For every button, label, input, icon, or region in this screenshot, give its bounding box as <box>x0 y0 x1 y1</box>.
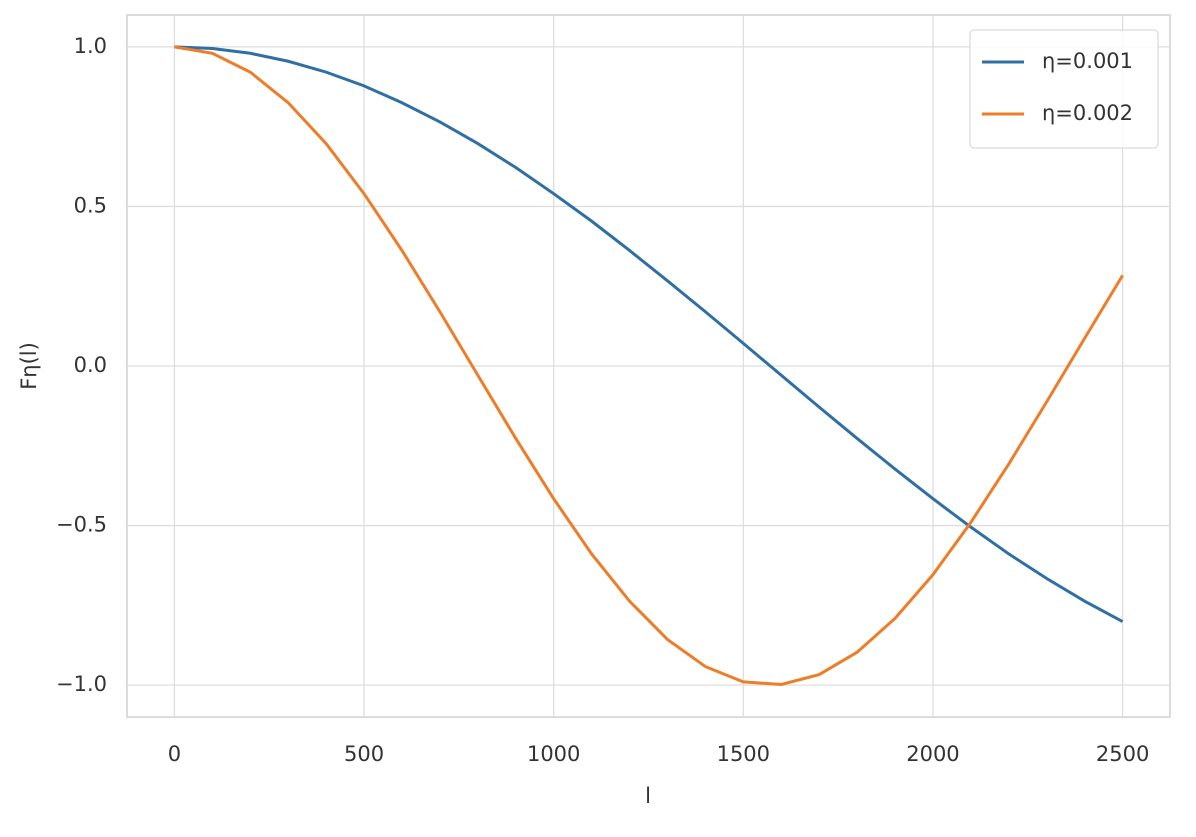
x-tick-label: 500 <box>344 742 384 766</box>
y-axis-label: Fη(l) <box>17 342 41 390</box>
x-tick-label: 0 <box>168 742 181 766</box>
legend: η=0.001 η=0.002 <box>969 29 1159 149</box>
legend-box <box>969 29 1159 149</box>
legend-label: η=0.002 <box>1042 101 1133 125</box>
y-tick-label: 0.5 <box>74 193 107 217</box>
x-tick-label: 2500 <box>1096 742 1149 766</box>
y-tick-label: 0.0 <box>74 353 107 377</box>
y-tick-label: 1.0 <box>74 34 107 58</box>
legend-label: η=0.001 <box>1042 49 1133 73</box>
line <box>174 45 1124 686</box>
y-tick-label: −1.0 <box>56 672 107 696</box>
x-tick-label: 2000 <box>906 742 959 766</box>
x-axis-label: l <box>645 784 651 808</box>
x-tick-label: 1500 <box>717 742 770 766</box>
y-tick-label: −0.5 <box>56 513 107 537</box>
line <box>174 45 1124 623</box>
x-tick-label: 1000 <box>527 742 580 766</box>
